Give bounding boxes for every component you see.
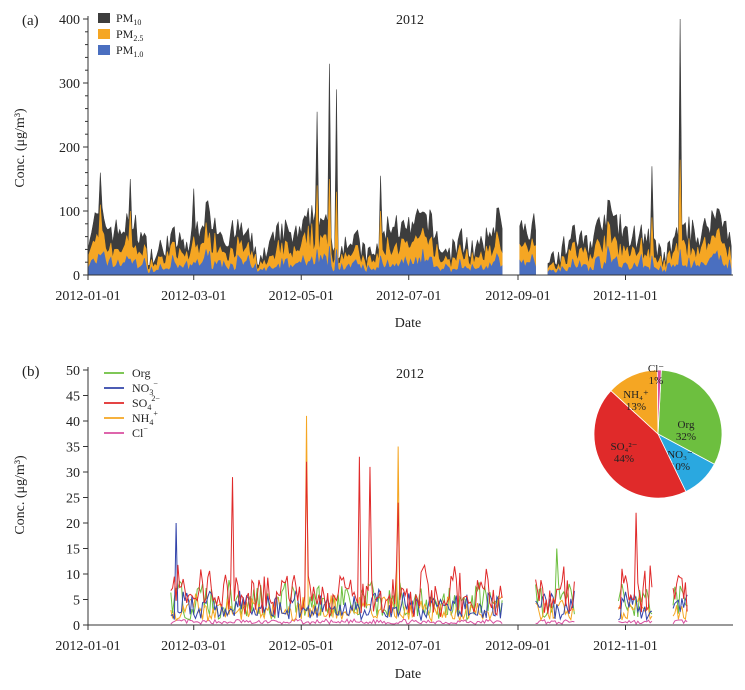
panel-b-xtick-label: 2012-03-01 (161, 639, 226, 654)
panel-b-xtick-label: 2012-09-01 (485, 639, 550, 654)
panel-b-ytick-label: 10 (66, 568, 80, 583)
pie-pct-org: 32% (676, 431, 696, 443)
pm10-series (87, 18, 732, 276)
no3-series (170, 522, 688, 622)
pm25-legend-swatch (98, 29, 110, 39)
pm10-legend-swatch (98, 13, 110, 23)
panel-a-xtick-label: 2012-11-01 (593, 289, 658, 304)
panel-a-xtick-label: 2012-07-01 (376, 289, 441, 304)
panel-b-ytick-label: 20 (66, 517, 80, 532)
panel-b-xlabel: Date (395, 667, 421, 682)
so4-series (170, 456, 688, 619)
pie-slice-so4 (593, 390, 687, 499)
org-legend-label: Org (132, 366, 150, 380)
panel-a-ytick-label: 300 (59, 77, 80, 92)
panel-b-data (170, 415, 688, 625)
panel-a-ytick-label: 0 (73, 269, 80, 284)
panel-b: (b) 2012 0 5 10 15 20 25 30 35 40 45 50 2012-01-01 2… (13, 363, 733, 682)
panel-b-ytick-label: 25 (66, 492, 80, 507)
org-series (170, 548, 688, 622)
panel-b-xtick-label: 2012-01-01 (55, 639, 120, 654)
panel-b-ytick-label: 35 (66, 441, 80, 456)
panel-a-ytick-label: 400 (59, 13, 80, 28)
pie-slice-cl (656, 369, 662, 435)
panel-a-data (87, 18, 732, 276)
pie-label-nh4: NH₄⁺ (623, 389, 649, 401)
panel-a-title: 2012 (396, 13, 424, 28)
panel-a-label: (a) (22, 13, 39, 29)
panel-a-xtick-label: 2012-09-01 (485, 289, 550, 304)
panel-a: (a) 2012 0 100 200 300 400 2012-01-01 2012-03-… (13, 11, 733, 331)
panel-b-axes: 0 5 10 15 20 25 30 35 40 45 50 2012-01-01 2012-03-01… (55, 364, 733, 654)
panel-b-xtick-label: 2012-11-01 (593, 639, 658, 654)
pie-slice-org (657, 369, 723, 465)
panel-b-ytick-label: 45 (66, 390, 80, 405)
panel-a-xlabel: Date (395, 316, 421, 331)
cl-series (170, 618, 688, 625)
panel-b-ytick-label: 50 (66, 364, 80, 379)
pie-label-org: Org (678, 419, 695, 431)
panel-a-ylabel: Conc. (μg/m³) (13, 108, 28, 188)
pm1-series (87, 246, 732, 276)
panel-a-xtick-label: 2012-01-01 (55, 289, 120, 304)
pm10_fine-legend-label: PM1.0 (116, 43, 143, 59)
pie-pct-so4: 44% (614, 453, 634, 465)
panel-b-title: 2012 (396, 367, 424, 382)
panel-a-axes: 0 100 200 300 400 2012-01-01 2012-03-01 2012-05… (55, 13, 733, 304)
panel-b-ytick-label: 30 (66, 466, 80, 481)
panel-b-label: (b) (22, 364, 40, 380)
pm10_fine-legend-swatch (98, 45, 110, 55)
pie-label-pie_no3: NO₃⁻ (667, 449, 693, 461)
panel-b-ytick-label: 5 (73, 594, 80, 609)
pie-pct-cl: 1% (649, 375, 664, 387)
panel-a-ytick-label: 100 (59, 205, 80, 220)
pie-label-cl: Cl⁻ (648, 363, 664, 375)
pm10-legend-label: PM10 (116, 11, 141, 27)
panel-a-xtick-label: 2012-05-01 (269, 289, 334, 304)
panel-b-ytick-label: 0 (73, 619, 80, 634)
panel-b-ytick-label: 40 (66, 415, 80, 430)
panel-a-xtick-label: 2012-03-01 (161, 289, 226, 304)
pie-pct-nh4: 13% (626, 401, 646, 413)
panel-b-xtick-label: 2012-07-01 (376, 639, 441, 654)
panel-b-ylabel: Conc. (μg/m³) (13, 455, 28, 535)
pm25-legend-label: PM2.5 (116, 27, 143, 43)
pm25-series (87, 159, 732, 276)
panel-b-ytick-label: 15 (66, 543, 80, 558)
pie-label-so4: SO₄²⁻ (610, 441, 637, 453)
cl-legend-label: Cl− (132, 424, 148, 440)
panel-a-ytick-label: 200 (59, 141, 80, 156)
panel-b-xtick-label: 2012-05-01 (269, 639, 334, 654)
